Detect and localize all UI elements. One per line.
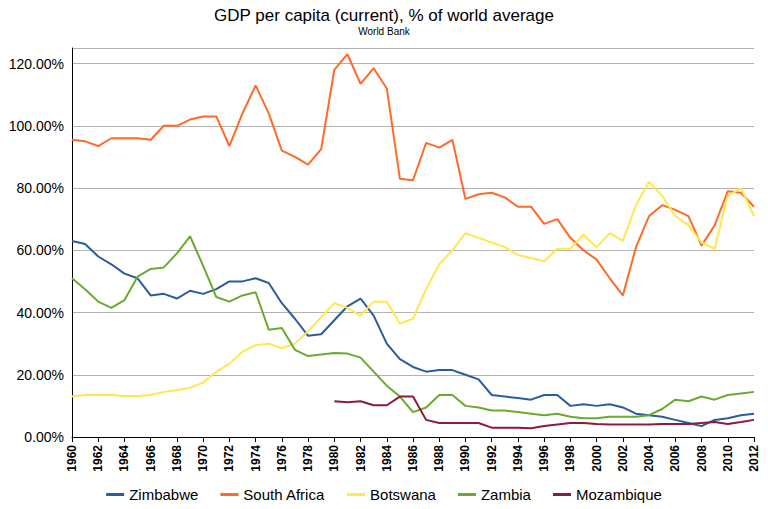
svg-text:1996: 1996 xyxy=(537,445,551,472)
svg-text:1978: 1978 xyxy=(301,445,315,472)
svg-text:1986: 1986 xyxy=(406,445,420,472)
svg-text:GDP per capita (current), % of: GDP per capita (current), % of world ave… xyxy=(214,6,554,25)
svg-text:1994: 1994 xyxy=(511,445,525,472)
svg-text:Zimbabwe: Zimbabwe xyxy=(129,486,198,503)
svg-text:80.00%: 80.00% xyxy=(17,180,64,196)
svg-text:1990: 1990 xyxy=(458,445,472,472)
svg-text:Mozambique: Mozambique xyxy=(576,486,662,503)
svg-text:World Bank: World Bank xyxy=(358,26,411,37)
svg-text:1962: 1962 xyxy=(91,445,105,472)
svg-text:Botswana: Botswana xyxy=(370,486,437,503)
svg-text:1998: 1998 xyxy=(563,445,577,472)
svg-text:1964: 1964 xyxy=(117,445,131,472)
svg-text:Zambia: Zambia xyxy=(481,486,532,503)
svg-text:2006: 2006 xyxy=(668,445,682,472)
svg-text:2012: 2012 xyxy=(747,445,761,472)
svg-text:1980: 1980 xyxy=(327,445,341,472)
svg-text:1966: 1966 xyxy=(144,445,158,472)
svg-text:1988: 1988 xyxy=(432,445,446,472)
svg-text:1982: 1982 xyxy=(354,445,368,472)
svg-text:2010: 2010 xyxy=(721,445,735,472)
svg-text:1974: 1974 xyxy=(249,445,263,472)
svg-text:2002: 2002 xyxy=(616,445,630,472)
svg-text:0.00%: 0.00% xyxy=(24,429,64,445)
svg-text:1976: 1976 xyxy=(275,445,289,472)
svg-text:1960: 1960 xyxy=(65,445,79,472)
svg-text:20.00%: 20.00% xyxy=(17,367,64,383)
svg-text:40.00%: 40.00% xyxy=(17,305,64,321)
svg-text:100.00%: 100.00% xyxy=(9,118,64,134)
svg-text:1970: 1970 xyxy=(196,445,210,472)
svg-text:1984: 1984 xyxy=(380,445,394,472)
svg-text:2004: 2004 xyxy=(642,445,656,472)
svg-text:2008: 2008 xyxy=(695,445,709,472)
svg-text:2000: 2000 xyxy=(590,445,604,472)
svg-text:1968: 1968 xyxy=(170,445,184,472)
svg-text:60.00%: 60.00% xyxy=(17,242,64,258)
svg-text:South Africa: South Africa xyxy=(243,486,325,503)
svg-text:1992: 1992 xyxy=(485,445,499,472)
svg-text:120.00%: 120.00% xyxy=(9,56,64,72)
svg-text:1972: 1972 xyxy=(222,445,236,472)
